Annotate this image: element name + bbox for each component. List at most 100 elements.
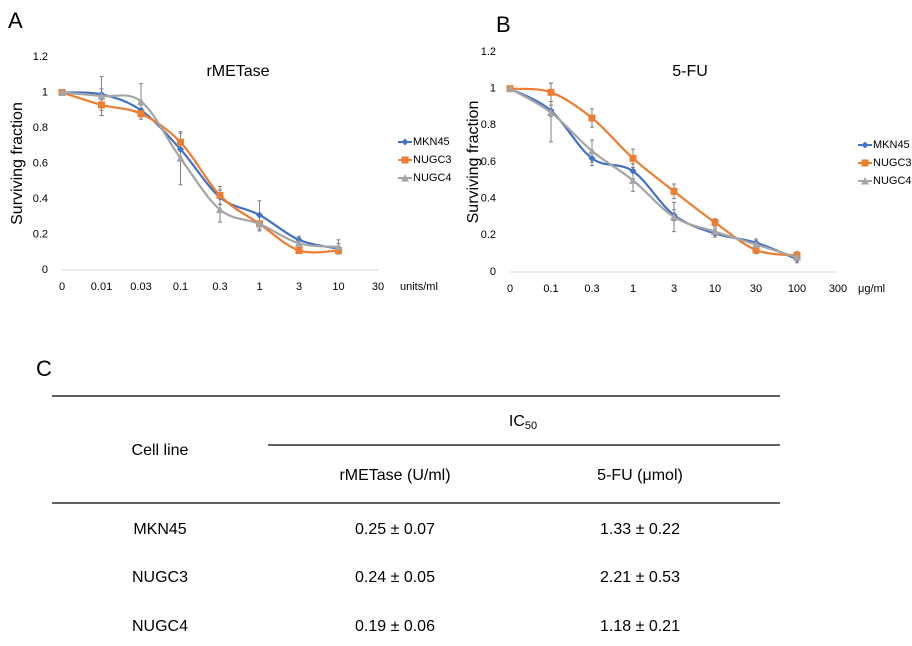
y-tick-label: 1 — [490, 83, 496, 95]
y-tick-label: 1.2 — [33, 51, 48, 63]
data-point — [547, 88, 555, 96]
legend-marker — [401, 156, 409, 164]
series-line — [61, 91, 339, 254]
legend-marker — [401, 174, 409, 182]
x-tick-label: 1 — [256, 281, 262, 293]
legend-label: MKN45 — [873, 139, 910, 151]
y-axis-label: Surviving fraction — [9, 102, 26, 225]
table-header: Cell line — [132, 442, 189, 459]
x-tick-label: 0.01 — [91, 281, 112, 293]
data-point — [137, 97, 145, 105]
y-tick-label: 0.6 — [33, 157, 48, 169]
data-point — [255, 219, 264, 228]
data-point — [629, 176, 637, 184]
y-tick-label: 0.2 — [33, 228, 48, 240]
panel-label: B — [496, 12, 511, 37]
table-cell: 0.19 ± 0.06 — [355, 618, 435, 635]
y-tick-label: 1.2 — [481, 46, 496, 58]
x-tick-label: 10 — [709, 283, 721, 295]
table-header: rMETase (U/ml) — [339, 467, 450, 484]
data-point — [670, 187, 678, 195]
data-point — [588, 147, 596, 155]
table-cell: 2.21 ± 0.53 — [600, 569, 680, 586]
data-point — [752, 246, 760, 254]
x-tick-label: 0.03 — [130, 281, 151, 293]
table-cell: 1.33 ± 0.22 — [600, 521, 680, 538]
data-point — [506, 84, 514, 93]
legend-marker — [861, 141, 869, 149]
legend-marker — [401, 138, 409, 146]
data-point — [334, 242, 343, 251]
table-cell: NUGC3 — [132, 569, 188, 586]
x-tick-label: 3 — [296, 281, 302, 293]
y-tick-label: 0 — [490, 266, 496, 278]
data-point — [752, 240, 760, 248]
table-cell: 0.24 ± 0.05 — [355, 569, 435, 586]
x-tick-label: 0.1 — [543, 283, 558, 295]
x-tick-label: 3 — [671, 283, 677, 295]
y-tick-label: 0.8 — [33, 122, 48, 134]
data-point — [588, 114, 596, 122]
table-cell: NUGC4 — [132, 618, 188, 635]
data-point — [629, 167, 637, 175]
table-cell: MKN45 — [133, 521, 186, 538]
header-main: IC — [509, 413, 525, 430]
panel-label: C — [36, 356, 52, 381]
data-point — [629, 154, 637, 162]
x-axis-label: units/ml — [400, 281, 438, 293]
legend-label: NUGC4 — [413, 172, 452, 184]
panel-label: A — [8, 8, 23, 33]
x-tick-label: 10 — [332, 281, 344, 293]
table-cell: 1.18 ± 0.21 — [600, 618, 680, 635]
data-point — [98, 101, 105, 109]
x-tick-label: 0.3 — [212, 281, 227, 293]
x-tick-label: 0.3 — [584, 283, 599, 295]
legend-label: NUGC3 — [873, 157, 912, 169]
data-point — [177, 138, 184, 146]
y-tick-label: 0.4 — [33, 193, 48, 205]
data-point — [670, 213, 678, 221]
data-point — [256, 211, 263, 219]
y-tick-label: 0.4 — [481, 193, 496, 205]
y-axis-label: Surviving fraction — [465, 101, 482, 224]
legend-label: NUGC4 — [873, 175, 912, 187]
data-point — [793, 253, 801, 261]
chart-title: 5-FU — [672, 63, 708, 80]
x-tick-label: 0 — [507, 283, 513, 295]
data-point — [216, 205, 224, 214]
x-axis-label: μg/ml — [858, 283, 885, 295]
header-sub: 50 — [525, 420, 537, 432]
table-header: IC50 — [509, 413, 537, 432]
data-point — [711, 227, 719, 236]
y-tick-label: 1 — [42, 86, 48, 98]
data-point — [97, 92, 106, 100]
data-point — [547, 108, 555, 116]
data-point — [137, 110, 145, 118]
legend-marker — [861, 159, 869, 167]
data-point — [295, 239, 303, 247]
x-tick-label: 30 — [750, 283, 762, 295]
x-tick-label: 0.1 — [173, 281, 188, 293]
series-line — [61, 91, 339, 250]
data-point — [58, 88, 66, 96]
series-line — [61, 91, 339, 249]
data-point — [711, 219, 719, 226]
chart-title: rMETase — [206, 63, 269, 80]
legend-marker — [861, 177, 869, 185]
x-tick-label: 1 — [630, 283, 636, 295]
legend-label: MKN45 — [413, 136, 450, 148]
legend-label: NUGC3 — [413, 154, 452, 166]
x-tick-label: 300 — [829, 283, 847, 295]
data-point — [216, 191, 224, 199]
y-tick-label: 0.8 — [481, 119, 496, 131]
y-tick-label: 0 — [42, 264, 48, 276]
data-point — [176, 154, 185, 162]
table-header: 5-FU (μmol) — [597, 467, 683, 484]
data-point — [295, 246, 303, 254]
x-tick-label: 30 — [372, 281, 384, 293]
data-point — [335, 246, 342, 254]
data-point — [177, 145, 184, 153]
x-tick-label: 100 — [788, 283, 806, 295]
table-cell: 0.25 ± 0.07 — [355, 521, 435, 538]
